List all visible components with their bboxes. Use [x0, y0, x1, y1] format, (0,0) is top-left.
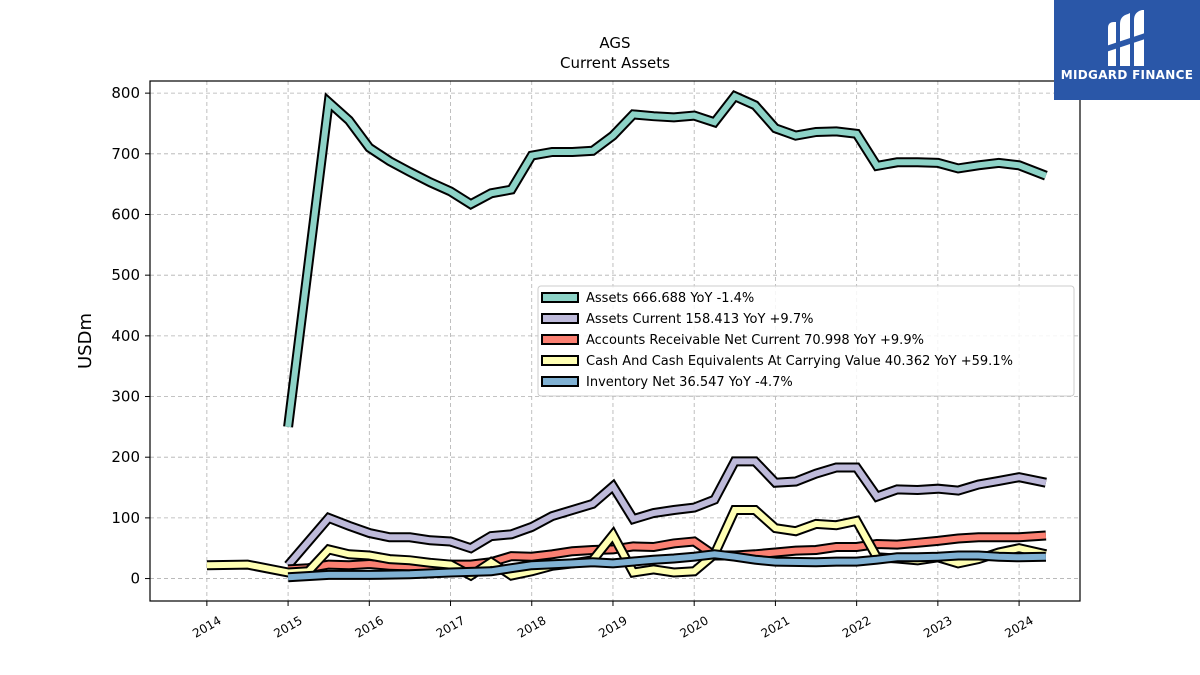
- chart-subtitle: Current Assets: [560, 54, 670, 72]
- x-tick-label: 2024: [1002, 613, 1035, 640]
- legend-box: [537, 285, 1075, 397]
- y-tick-label: 200: [111, 448, 140, 466]
- x-tick-label: 2021: [759, 613, 792, 640]
- legend-label: Assets 666.688 YoY -1.4%: [586, 291, 754, 306]
- x-tick-label: 2020: [677, 613, 710, 640]
- legend-item[interactable]: Inventory Net 36.547 YoY -4.7%: [541, 375, 793, 390]
- y-tick-label: 600: [111, 205, 140, 223]
- legend-swatch: [541, 313, 579, 324]
- x-tick-label: 2023: [921, 613, 954, 640]
- series-stroke: [287, 532, 1047, 573]
- x-tick-label: 2018: [515, 613, 548, 640]
- series-stroke: [287, 551, 1046, 581]
- x-tick-label: 2016: [353, 613, 386, 640]
- legend[interactable]: Assets 666.688 YoY -1.4% Assets Current 1…: [537, 285, 1075, 397]
- y-tick-label: 700: [111, 145, 140, 163]
- chart-title: AGS: [599, 34, 630, 52]
- series-stroke: [285, 458, 1047, 568]
- series-stroke: [285, 92, 1047, 428]
- y-tick-label: 100: [111, 509, 140, 527]
- brand-logo: MIDGARD FINANCE: [1054, 0, 1200, 100]
- legend-item[interactable]: Assets 666.688 YoY -1.4%: [541, 291, 754, 306]
- legend-swatch: [541, 292, 579, 303]
- plot-frame: [149, 80, 1081, 602]
- legend-label: Inventory Net 36.547 YoY -4.7%: [586, 375, 793, 390]
- series-line-0: [283, 90, 1048, 428]
- series-line-4: [287, 549, 1047, 583]
- x-tick-label: 2019: [596, 613, 629, 640]
- legend-swatch: [541, 334, 579, 345]
- legend-label: Cash And Cash Equivalents At Carrying Va…: [586, 354, 1013, 369]
- y-tick-label: 500: [111, 266, 140, 284]
- series-line-1: [284, 456, 1047, 569]
- y-axis-label: USDm: [75, 313, 96, 369]
- logo-mark-icon: [1106, 10, 1148, 66]
- y-tick-label: 400: [111, 327, 140, 345]
- series-layer: [206, 90, 1048, 583]
- legend-label: Assets Current 158.413 YoY +9.7%: [586, 312, 813, 327]
- legend-item[interactable]: Cash And Cash Equivalents At Carrying Va…: [541, 354, 1013, 369]
- legend-swatch: [541, 355, 579, 366]
- logo-brand-text: MIDGARD FINANCE: [1060, 68, 1194, 82]
- y-tick-label: 0: [130, 570, 140, 588]
- x-tick-label: 2017: [434, 613, 467, 640]
- legend-swatch: [541, 376, 579, 387]
- legend-item[interactable]: Accounts Receivable Net Current 70.998 Y…: [541, 333, 924, 348]
- y-tick-label: 300: [111, 388, 140, 406]
- series-line-2: [287, 530, 1047, 575]
- x-tick-label: 2014: [190, 613, 223, 640]
- legend-item[interactable]: Assets Current 158.413 YoY +9.7%: [541, 312, 813, 327]
- legend-label: Accounts Receivable Net Current 70.998 Y…: [586, 333, 924, 348]
- x-tick-label: 2022: [840, 613, 873, 640]
- y-tick-label: 800: [111, 84, 140, 102]
- x-tick-label: 2015: [271, 613, 304, 640]
